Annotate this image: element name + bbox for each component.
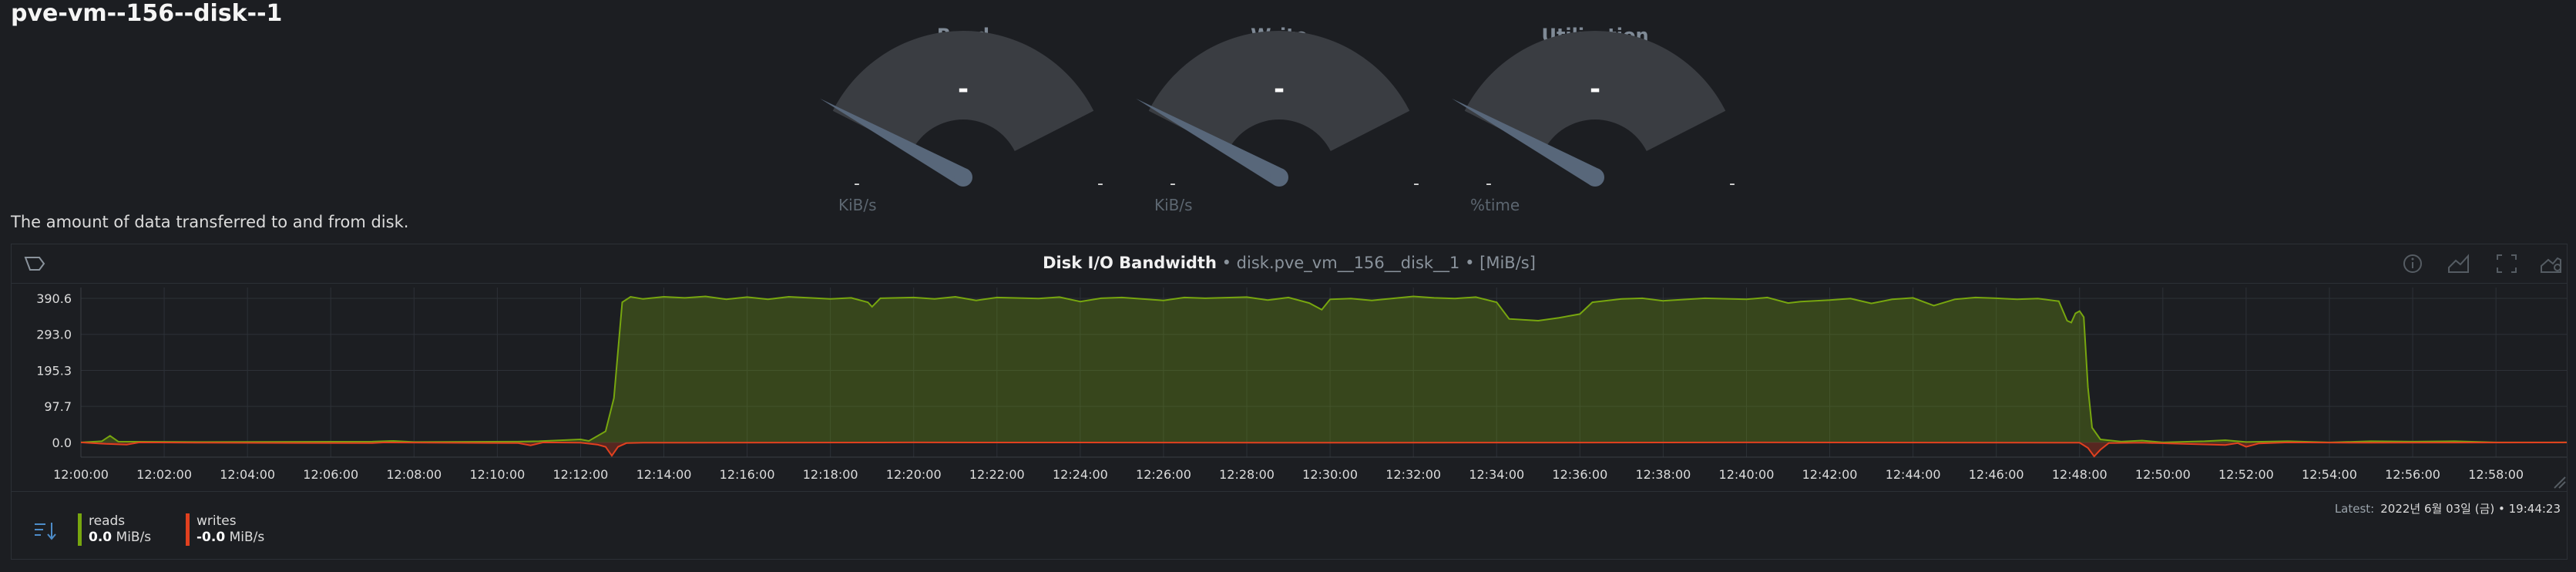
settings-icon[interactable] bbox=[2539, 252, 2564, 275]
x-tick-label: 12:50:00 bbox=[2135, 467, 2191, 482]
legend-color-swatch bbox=[186, 513, 190, 546]
x-tick-label: 12:38:00 bbox=[1635, 467, 1691, 482]
x-tick-label: 12:10:00 bbox=[469, 467, 525, 482]
x-tick-label: 12:32:00 bbox=[1385, 467, 1441, 482]
x-tick-label: 12:02:00 bbox=[136, 467, 192, 482]
legend-series-value: -0.0 MiB/s bbox=[196, 530, 265, 545]
y-tick-label: 97.7 bbox=[44, 399, 72, 414]
gauge-needle-hub bbox=[954, 168, 972, 187]
write-gauge: Write - - - KiB/s bbox=[1133, 23, 1426, 216]
gauge-needle-hub bbox=[1586, 168, 1604, 187]
latest-label: Latest: bbox=[2334, 502, 2375, 516]
chart-header: Disk I/O Bandwidth • disk.pve_vm__156__d… bbox=[12, 244, 2567, 284]
chart-title-main: Disk I/O Bandwidth bbox=[1043, 254, 1217, 272]
chart-title-context: • disk.pve_vm__156__disk__1 • [MiB/s] bbox=[1221, 254, 1536, 272]
gauge-arc bbox=[1148, 31, 1410, 151]
series-line-writes bbox=[80, 441, 2567, 458]
utilization-gauge: Utilization - - - %time bbox=[1449, 23, 1741, 216]
chart-panel: Disk I/O Bandwidth • disk.pve_vm__156__d… bbox=[11, 244, 2568, 560]
x-tick-label: 12:26:00 bbox=[1136, 467, 1191, 482]
legend-color-swatch bbox=[78, 513, 82, 546]
gauge-value: - bbox=[1273, 74, 1285, 105]
x-tick-label: 12:00:00 bbox=[53, 467, 109, 482]
gauge-needle bbox=[820, 98, 968, 186]
gauge-min: - bbox=[1486, 174, 1492, 193]
gauge-unit: KiB/s bbox=[838, 196, 877, 214]
y-tick-label: 293.0 bbox=[36, 328, 72, 342]
x-tick-label: 12:22:00 bbox=[969, 467, 1025, 482]
gauge-max: - bbox=[1413, 174, 1419, 193]
x-tick-label: 12:30:00 bbox=[1302, 467, 1358, 482]
gauge-min: - bbox=[1170, 174, 1176, 193]
gauge-needle bbox=[1452, 98, 1600, 186]
x-tick-label: 12:40:00 bbox=[1719, 467, 1775, 482]
gauge-dial bbox=[1452, 31, 1726, 187]
y-tick-label: 0.0 bbox=[52, 436, 72, 450]
x-tick-label: 12:48:00 bbox=[2052, 467, 2107, 482]
x-tick-label: 12:54:00 bbox=[2302, 467, 2357, 482]
gauge-needle bbox=[1136, 98, 1284, 186]
y-tick-label: 390.6 bbox=[36, 291, 72, 306]
gauge-arc bbox=[832, 31, 1094, 151]
chart-plot[interactable]: 390.6 293.0 195.3 97.7 0.0 12:00:00 12:02:00 12… bbox=[12, 284, 2567, 491]
legend-series-name: reads bbox=[89, 513, 126, 529]
chart-description: The amount of data transferred to and fr… bbox=[11, 213, 409, 231]
x-tick-label: 12:16:00 bbox=[720, 467, 775, 482]
series-area-reads bbox=[81, 296, 2567, 442]
chart-type-icon[interactable] bbox=[22, 252, 47, 275]
x-tick-label: 12:46:00 bbox=[1969, 467, 2024, 482]
read-gauge: Read - - - KiB/s bbox=[817, 23, 1110, 216]
x-tick-label: 12:12:00 bbox=[553, 467, 609, 482]
gauge-needle-hub bbox=[1270, 168, 1288, 187]
info-icon[interactable] bbox=[2400, 252, 2425, 275]
x-tick-label: 12:56:00 bbox=[2385, 467, 2440, 482]
resize-handle-icon bbox=[2554, 476, 2566, 489]
gauge-arc bbox=[1464, 31, 1726, 151]
area-chart-icon[interactable] bbox=[2447, 252, 2471, 275]
legend-series-value: 0.0 MiB/s bbox=[89, 530, 152, 545]
y-tick-label: 195.3 bbox=[36, 363, 72, 378]
x-tick-label: 12:08:00 bbox=[386, 467, 442, 482]
gauge-unit: %time bbox=[1470, 196, 1520, 214]
gauge-dial bbox=[1136, 31, 1410, 187]
x-tick-label: 12:24:00 bbox=[1053, 467, 1108, 482]
gauge-value: - bbox=[957, 74, 969, 105]
x-tick-label: 12:14:00 bbox=[636, 467, 692, 482]
x-tick-label: 12:44:00 bbox=[1886, 467, 1941, 482]
x-tick-label: 12:06:00 bbox=[303, 467, 358, 482]
legend-series-name: writes bbox=[196, 513, 237, 529]
gauge-value: - bbox=[1589, 74, 1601, 105]
x-tick-label: 12:52:00 bbox=[2218, 467, 2274, 482]
page-title: pve-vm--156--disk--1 bbox=[11, 0, 283, 27]
x-tick-label: 12:36:00 bbox=[1552, 467, 1607, 482]
x-tick-label: 12:28:00 bbox=[1219, 467, 1275, 482]
x-tick-label: 12:18:00 bbox=[803, 467, 858, 482]
sort-icon[interactable] bbox=[33, 520, 58, 543]
x-tick-label: 12:42:00 bbox=[1802, 467, 1858, 482]
x-tick-label: 12:58:00 bbox=[2468, 467, 2524, 482]
chart-title: Disk I/O Bandwidth • disk.pve_vm__156__d… bbox=[12, 254, 2567, 272]
gauge-max: - bbox=[1729, 174, 1735, 193]
x-tick-label: 12:20:00 bbox=[886, 467, 942, 482]
gauge-unit: KiB/s bbox=[1154, 196, 1193, 214]
chart-legend: reads 0.0 MiB/s writes -0.0 MiB/s bbox=[12, 491, 2567, 560]
x-tick-label: 12:34:00 bbox=[1469, 467, 1524, 482]
latest-timestamp: Latest: 2022년 6월 03일 (금) • 19:44:23 bbox=[2335, 500, 2561, 516]
fullscreen-icon[interactable] bbox=[2494, 252, 2519, 275]
gauge-dial bbox=[820, 31, 1094, 187]
gauge-min: - bbox=[854, 174, 860, 193]
series-line-reads bbox=[80, 295, 2567, 443]
gauge-max: - bbox=[1097, 174, 1103, 193]
latest-time: 2022년 6월 03일 (금) • 19:44:23 bbox=[2380, 502, 2561, 516]
x-tick-label: 12:04:00 bbox=[220, 467, 275, 482]
